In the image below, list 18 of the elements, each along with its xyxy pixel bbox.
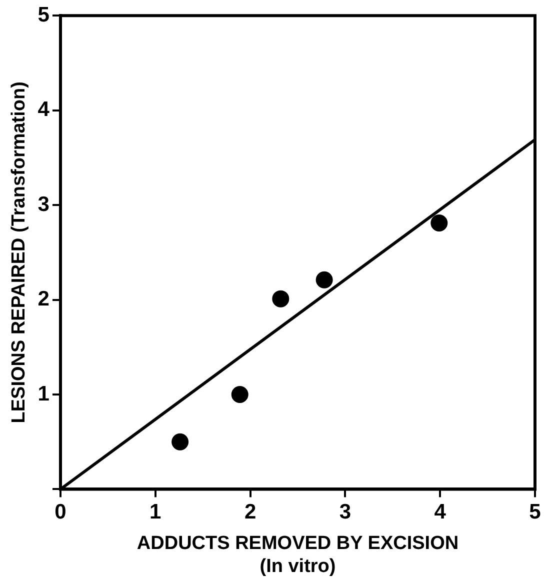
x-tick-label: 1	[150, 500, 162, 524]
point	[272, 290, 290, 308]
x-tick-label: 4	[434, 500, 446, 524]
y-tick-label: 2	[38, 288, 50, 311]
x-tick-label: 2	[244, 500, 256, 524]
y-tick-label: 4	[38, 98, 50, 122]
x-tick-label: 3	[339, 500, 352, 524]
x-tick-label: 0	[54, 500, 66, 524]
point	[316, 271, 333, 288]
x-tick-label: 5	[529, 500, 542, 524]
point	[430, 214, 448, 232]
x-axis-title: ADDUCTS REMOVED BY EXCISION (In vitro)	[136, 533, 459, 577]
point	[172, 433, 189, 450]
y-tick-label: 1	[38, 382, 50, 406]
y-tick-label: 5	[38, 3, 50, 26]
point	[231, 386, 248, 403]
y-axis-title: LESIONS REPAIRED (Transformation)	[8, 82, 30, 424]
y-tick-label: 3	[38, 192, 50, 216]
